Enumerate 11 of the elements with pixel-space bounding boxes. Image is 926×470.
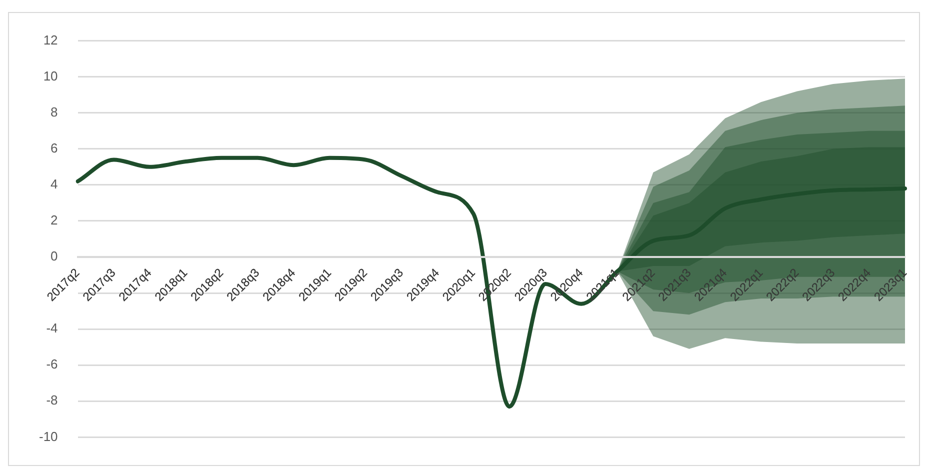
y-tick-label: 8	[50, 104, 58, 120]
y-tick-label: 4	[50, 176, 58, 192]
y-tick-label: -4	[46, 320, 58, 336]
y-tick-label: 10	[43, 68, 58, 84]
y-tick-label: 2	[50, 212, 58, 228]
y-tick-label: 6	[50, 140, 58, 156]
y-tick-label: -6	[46, 356, 58, 372]
y-tick-label: 0	[50, 248, 58, 264]
y-tick-label: -10	[38, 428, 58, 444]
y-tick-label: -8	[46, 392, 58, 408]
y-tick-label: 12	[43, 32, 58, 48]
